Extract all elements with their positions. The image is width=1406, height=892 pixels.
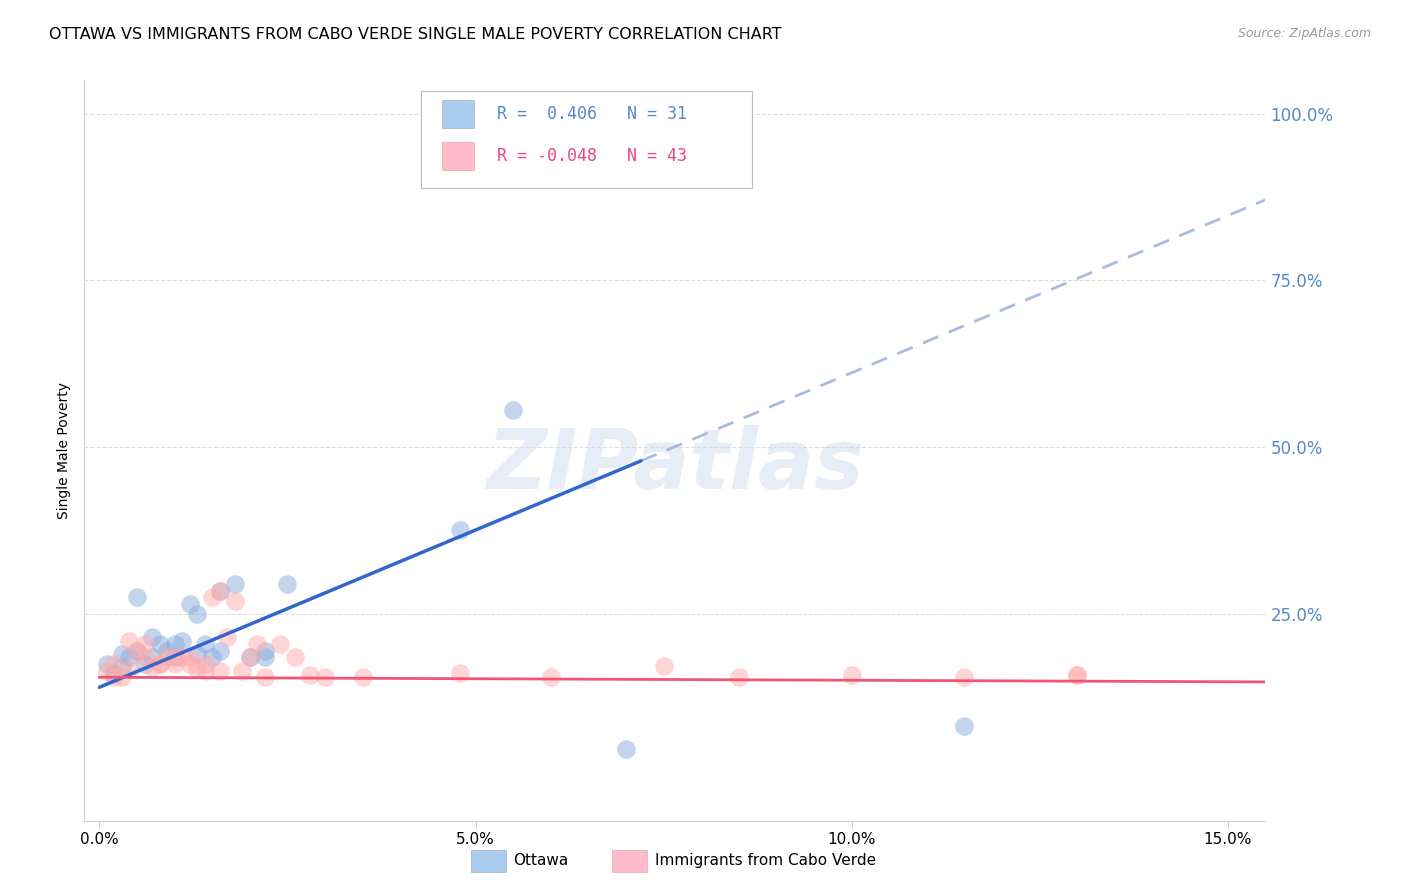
Point	[727, 670, 749, 684]
Point	[172, 650, 194, 665]
Point	[299, 668, 322, 682]
Point	[194, 657, 217, 671]
Point	[125, 591, 148, 605]
Point	[163, 657, 186, 671]
Point	[156, 643, 179, 657]
Text: ZIPatlas: ZIPatlas	[486, 425, 863, 506]
Point	[179, 650, 201, 665]
Point	[239, 650, 262, 665]
Point	[111, 670, 134, 684]
Point	[149, 637, 172, 651]
Point	[141, 660, 163, 674]
Point	[841, 668, 863, 682]
Point	[224, 577, 246, 591]
Point	[149, 657, 172, 671]
Point	[652, 659, 675, 673]
Point	[141, 630, 163, 644]
Point	[103, 666, 125, 681]
Text: OTTAWA VS IMMIGRANTS FROM CABO VERDE SINGLE MALE POVERTY CORRELATION CHART: OTTAWA VS IMMIGRANTS FROM CABO VERDE SIN…	[49, 27, 782, 42]
Point	[96, 657, 118, 671]
Point	[163, 650, 186, 665]
Text: R = -0.048   N = 43: R = -0.048 N = 43	[498, 147, 688, 165]
Point	[194, 664, 217, 678]
Point	[186, 607, 208, 621]
Point	[269, 637, 291, 651]
Point	[253, 643, 276, 657]
Point	[149, 657, 172, 671]
Point	[314, 670, 336, 684]
Point	[253, 670, 276, 684]
Point	[134, 650, 156, 665]
Point	[111, 647, 134, 661]
Point	[194, 637, 217, 651]
Point	[186, 662, 208, 676]
Text: R =  0.406   N = 31: R = 0.406 N = 31	[498, 105, 688, 123]
Point	[118, 650, 141, 665]
Point	[231, 664, 253, 678]
Point	[103, 670, 125, 684]
Point	[118, 662, 141, 676]
Point	[111, 660, 134, 674]
Point	[118, 633, 141, 648]
Point	[540, 670, 562, 684]
Point	[502, 403, 524, 417]
Point	[179, 597, 201, 611]
Point	[156, 650, 179, 665]
Point	[352, 670, 374, 684]
Point	[201, 650, 224, 665]
Bar	[443, 142, 474, 170]
Point	[134, 657, 156, 671]
Point	[614, 741, 637, 756]
Point	[1066, 668, 1088, 682]
Point	[163, 637, 186, 651]
Point	[246, 637, 269, 651]
Point	[208, 664, 231, 678]
Point	[224, 593, 246, 607]
Point	[208, 583, 231, 598]
Point	[208, 583, 231, 598]
Point	[179, 657, 201, 671]
Point	[163, 650, 186, 665]
Point	[172, 633, 194, 648]
Bar	[443, 100, 474, 128]
Y-axis label: Single Male Poverty: Single Male Poverty	[58, 382, 72, 519]
Point	[1066, 668, 1088, 682]
FancyBboxPatch shape	[420, 91, 752, 187]
Point	[239, 650, 262, 665]
Text: Source: ZipAtlas.com: Source: ZipAtlas.com	[1237, 27, 1371, 40]
Point	[125, 643, 148, 657]
Point	[141, 650, 163, 665]
Point	[134, 637, 156, 651]
Point	[186, 647, 208, 661]
Point	[208, 643, 231, 657]
Point	[953, 719, 976, 733]
Point	[217, 630, 239, 644]
Point	[103, 657, 125, 671]
Point	[276, 577, 298, 591]
Point	[953, 670, 976, 684]
Point	[284, 650, 307, 665]
Point	[450, 665, 472, 680]
Point	[253, 650, 276, 665]
Point	[125, 643, 148, 657]
Point	[96, 664, 118, 678]
Text: Immigrants from Cabo Verde: Immigrants from Cabo Verde	[655, 854, 876, 868]
Point	[450, 524, 472, 538]
Text: Ottawa: Ottawa	[513, 854, 568, 868]
Point	[201, 591, 224, 605]
